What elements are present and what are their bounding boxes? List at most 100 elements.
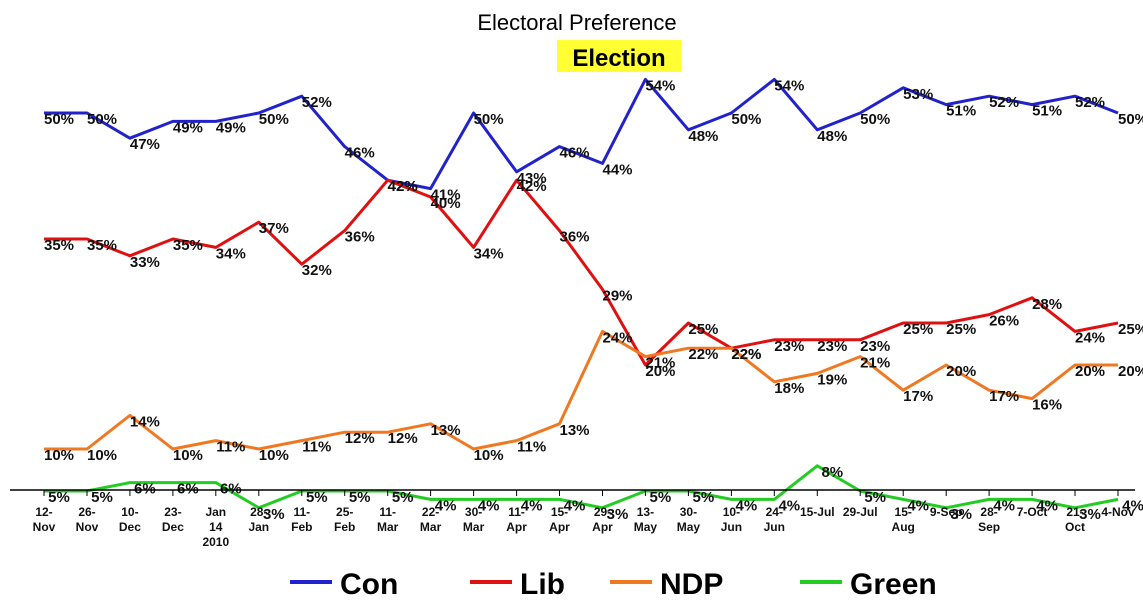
chart-title: Electoral Preference	[477, 10, 676, 35]
lib-data-label: 42%	[517, 178, 547, 195]
con-data-label: 44%	[602, 161, 632, 178]
x-tick-label: 11-Apr	[506, 505, 527, 534]
lib-data-label: 20%	[645, 363, 675, 380]
ndp-data-label: 11%	[216, 439, 245, 456]
x-tick-label: 25-Feb	[334, 505, 355, 534]
green-data-label: 4%	[564, 497, 586, 514]
green-data-label: 5%	[864, 489, 886, 506]
x-tick-label: 7-Oct	[1017, 505, 1048, 519]
x-tick-label: 24-Jun	[764, 505, 785, 534]
con-series-line	[44, 77, 1119, 191]
ndp-data-label: 10%	[474, 447, 504, 464]
lib-data-label: 42%	[388, 178, 418, 195]
ndp-data-label: 14%	[130, 413, 160, 430]
lib-data-label: 40%	[431, 195, 461, 212]
x-tick-label: 15-Apr	[549, 505, 570, 534]
ndp-data-label: 22%	[731, 346, 761, 363]
ndp-data-label: 11%	[302, 439, 331, 456]
lib-data-label: 25%	[688, 321, 718, 338]
con-data-label: 54%	[774, 77, 804, 94]
x-tick-label: 9-Sep	[930, 505, 963, 519]
ndp-data-label: 20%	[1118, 363, 1143, 380]
con-data-label: 53%	[903, 86, 933, 103]
con-data-label: 46%	[559, 145, 589, 162]
ndp-data-label: 17%	[989, 388, 1019, 405]
con-data-label: 49%	[173, 119, 203, 136]
green-data-label: 4%	[778, 497, 800, 514]
lib-data-label: 28%	[1032, 296, 1062, 313]
green-data-label: 5%	[48, 489, 70, 506]
con-data-label: 54%	[645, 77, 675, 94]
lib-data-label: 35%	[173, 237, 203, 254]
green-data-label: 4%	[736, 497, 758, 514]
ndp-series-line	[44, 329, 1118, 451]
x-tick-label: 10-Dec	[119, 505, 141, 534]
ndp-data-label: 21%	[860, 355, 890, 372]
con-data-label: 42%	[388, 178, 418, 195]
ndp-data-label: 13%	[431, 422, 461, 439]
ndp-data-label: 20%	[1075, 363, 1105, 380]
lib-data-label: 29%	[602, 287, 632, 304]
green-data-label: 5%	[91, 489, 113, 506]
con-data-label: 51%	[1032, 103, 1062, 120]
ndp-data-label: 24%	[602, 329, 632, 346]
green-data-label: 3%	[263, 506, 285, 523]
con-data-label: 52%	[302, 94, 332, 111]
lib-data-label: 22%	[731, 346, 761, 363]
ndp-data-label: 12%	[345, 430, 375, 447]
green-data-label: 4%	[1036, 497, 1058, 514]
x-tick-label: 11-Feb	[291, 505, 312, 534]
x-tick-label: 4-Nov	[1101, 505, 1135, 519]
con-data-label: 48%	[817, 128, 847, 145]
con-data-label: 48%	[688, 128, 718, 145]
con-data-label: 47%	[130, 136, 160, 153]
con-data-label: 43%	[517, 170, 547, 187]
lib-data-label: 36%	[345, 229, 375, 246]
green-data-label: 5%	[693, 489, 715, 506]
green-data-label: 4%	[1122, 497, 1143, 514]
con-data-label: 50%	[1118, 111, 1143, 128]
green-data-label: 3%	[1079, 506, 1101, 523]
green-data-label: 3%	[607, 506, 629, 523]
ndp-data-label: 17%	[903, 388, 933, 405]
ndp-legend-label: NDP	[660, 568, 723, 601]
election-badge-label: Election	[572, 45, 665, 72]
lib-data-label: 25%	[1118, 321, 1143, 338]
lib-data-label: 35%	[87, 237, 117, 254]
green-data-label: 4%	[521, 497, 543, 514]
lib-data-label: 34%	[216, 245, 246, 262]
x-tick-label: 26-Nov	[76, 505, 99, 534]
green-data-label: 8%	[821, 464, 843, 481]
x-tick-label: 10-Jun	[721, 505, 742, 534]
x-tick-label: 12-Nov	[33, 505, 56, 534]
ndp-data-label: 10%	[259, 447, 289, 464]
ndp-data-label: 16%	[1032, 397, 1062, 414]
green-data-label: 4%	[478, 497, 500, 514]
con-data-label: 52%	[989, 94, 1019, 111]
lib-data-label: 35%	[44, 237, 74, 254]
lib-data-label: 34%	[474, 245, 504, 262]
x-tick-label: 22-Mar	[420, 505, 442, 534]
con-data-label: 50%	[259, 111, 289, 128]
x-tick-label: 23-Dec	[162, 505, 184, 534]
con-data-label: 50%	[44, 111, 74, 128]
x-tick-label: 15-Jul	[800, 505, 835, 519]
ndp-data-label: 10%	[173, 447, 203, 464]
con-data-label: 50%	[860, 111, 890, 128]
legend: Con Lib NDP Green	[290, 568, 937, 601]
lib-data-label: 25%	[946, 321, 976, 338]
ndp-data-label: 10%	[44, 447, 74, 464]
ndp-data-label: 22%	[688, 346, 718, 363]
x-tick-label: 11-Mar	[377, 505, 399, 534]
green-data-label: 5%	[392, 489, 414, 506]
con-data-label: 51%	[946, 103, 976, 120]
x-tick-label: 15-Aug	[892, 505, 915, 534]
x-tick-label: 21-Oct	[1065, 505, 1085, 534]
lib-data-label: 32%	[302, 262, 332, 279]
green-data-label: 4%	[993, 497, 1015, 514]
election-badge-highlight	[557, 40, 681, 72]
green-series-line	[44, 464, 1119, 510]
green-data-label: 3%	[950, 506, 972, 523]
lib-data-label: 33%	[130, 254, 160, 271]
con-data-label: 49%	[216, 119, 246, 136]
